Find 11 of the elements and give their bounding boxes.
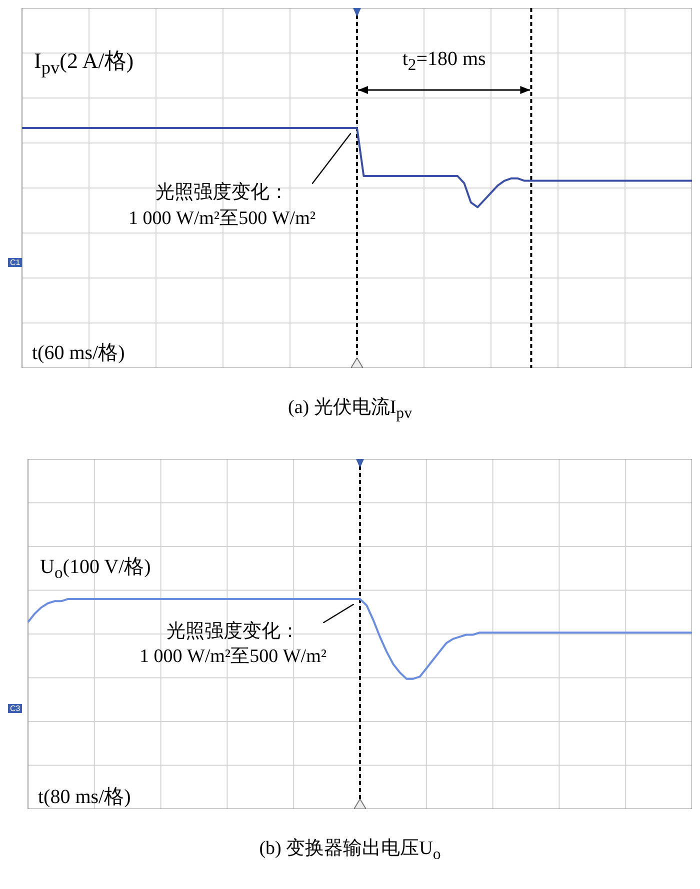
text: I$_{pv}$(2 A/格) [34, 47, 134, 80]
text: (a) 光伏电流I$_{pv}$ [287, 396, 413, 423]
text: U$_{o}$(100 V/格) [40, 554, 151, 584]
text: (b) 变换器输出电压U$_{o}$ [258, 836, 442, 864]
annotation: t(80 ms/格) [38, 784, 131, 810]
annotation: 光照强度变化： 1 000 W/m²至500 W/m² [138, 620, 328, 670]
text: t$_{2}$=180 ms [401, 48, 487, 75]
annotation: 光照强度变化： 1 000 W/m²至500 W/m² [127, 181, 317, 231]
text: C3 [8, 704, 22, 713]
text: C1 [8, 258, 22, 267]
annotation: t(60 ms/格) [32, 341, 125, 366]
